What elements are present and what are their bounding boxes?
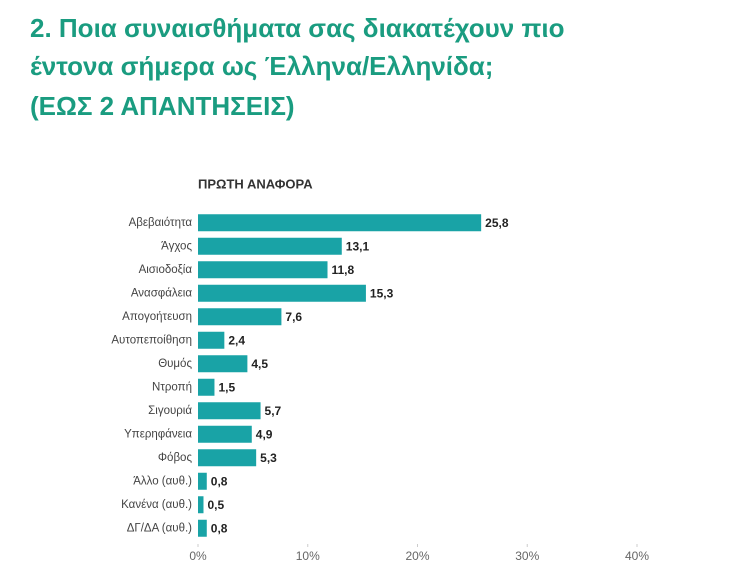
value-label: 13,1	[346, 239, 370, 253]
bar	[198, 237, 342, 255]
bar	[198, 402, 261, 420]
panel-title: ΠΡΩΤΗ ΑΝΑΦΟΡΑ	[198, 176, 313, 191]
y-tick-label: ΔΓ/ΔΑ (αυθ.)	[127, 522, 192, 534]
x-tick-label: 0%	[189, 549, 207, 563]
chart-subtitle: (ΕΩΣ 2 ΑΠΑΝΤΗΣΕΙΣ)	[30, 91, 295, 121]
bar	[198, 519, 207, 537]
bar	[198, 496, 204, 514]
bar	[198, 472, 207, 490]
chart-title: έντονα σήμερα ως Έλληνα/Ελληνίδα;	[30, 51, 493, 81]
y-tick-label: Σιγουριά	[148, 405, 192, 417]
bar	[198, 308, 282, 326]
chart-title: 2. Ποια συναισθήματα σας διακατέχουν πιο	[30, 13, 564, 43]
y-tick-label: Άλλο (αυθ.)	[133, 475, 192, 487]
x-tick-label: 30%	[515, 549, 539, 563]
value-label: 7,6	[285, 310, 302, 324]
value-label: 0,8	[211, 474, 228, 488]
y-tick-label: Κανένα (αυθ.)	[121, 499, 192, 511]
value-label: 15,3	[370, 286, 394, 300]
value-label: 4,5	[251, 357, 268, 371]
bar	[198, 214, 482, 232]
y-tick-label: Ντροπή	[152, 381, 192, 393]
x-tick-label: 40%	[625, 549, 649, 563]
value-label: 1,5	[218, 380, 235, 394]
y-tick-label: Απογοήτευση	[122, 311, 192, 323]
y-tick-label: Αισιοδοξία	[139, 264, 193, 276]
value-label: 4,9	[256, 427, 273, 441]
bar	[198, 378, 215, 396]
y-tick-label: Άγχος	[161, 240, 192, 252]
value-label: 0,5	[207, 498, 224, 512]
value-label: 0,8	[211, 521, 228, 535]
y-tick-label: Φόβος	[158, 452, 193, 464]
bar	[198, 331, 225, 349]
y-tick-label: Ανασφάλεια	[131, 287, 192, 299]
value-label: 25,8	[485, 216, 509, 230]
value-label: 11,8	[332, 263, 355, 277]
y-tick-label: Αβεβαιότητα	[129, 217, 193, 229]
bar	[198, 425, 252, 443]
x-tick-label: 20%	[405, 549, 429, 563]
y-tick-label: Θυμός	[158, 358, 192, 370]
value-label: 5,3	[260, 451, 277, 465]
x-tick-label: 10%	[296, 549, 320, 563]
bar	[198, 449, 257, 467]
y-tick-label: Αυτοπεποίθηση	[111, 334, 192, 346]
value-label: 2,4	[228, 333, 245, 347]
bar	[198, 355, 248, 373]
bar	[198, 284, 366, 302]
bar	[198, 261, 328, 279]
y-tick-label: Υπερηφάνεια	[124, 428, 192, 440]
value-label: 5,7	[265, 404, 282, 418]
